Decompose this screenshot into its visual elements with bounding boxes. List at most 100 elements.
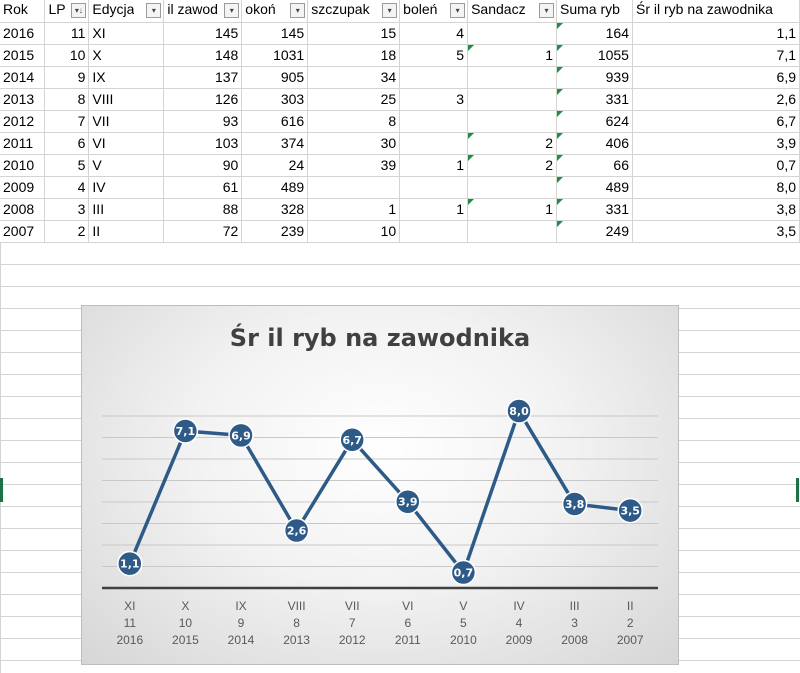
table-cell[interactable]: 905	[241, 66, 309, 89]
table-cell[interactable]: 303	[241, 88, 309, 111]
table-cell[interactable]	[467, 66, 558, 89]
table-cell[interactable]: 3,8	[632, 198, 800, 221]
table-cell[interactable]	[467, 176, 558, 199]
table-cell[interactable]: 1	[399, 154, 469, 177]
table-cell[interactable]: 3,5	[632, 220, 800, 243]
table-cell[interactable]: 1,1	[632, 22, 800, 45]
sort-desc-filter-icon[interactable]: ▾↓	[71, 3, 87, 18]
table-cell[interactable]: 10	[44, 44, 90, 67]
table-cell[interactable]: 148	[163, 44, 243, 67]
table-cell[interactable]	[307, 176, 401, 199]
header-lp[interactable]: LP ▾↓	[44, 0, 90, 23]
table-cell[interactable]: 66	[556, 154, 633, 177]
table-cell[interactable]: 1	[467, 198, 558, 221]
table-cell[interactable]: 15	[307, 22, 401, 45]
table-cell[interactable]: IV	[88, 176, 165, 199]
table-cell[interactable]: 2	[467, 132, 558, 155]
table-cell[interactable]: 616	[241, 110, 309, 133]
selection-handle-left[interactable]	[0, 478, 3, 502]
table-cell[interactable]: 2012	[0, 110, 46, 133]
table-cell[interactable]: 90	[163, 154, 243, 177]
table-cell[interactable]: 88	[163, 198, 243, 221]
table-cell[interactable]: 24	[241, 154, 309, 177]
table-cell[interactable]: II	[88, 220, 165, 243]
header-sandacz[interactable]: Sandacz ▾	[467, 0, 558, 23]
table-cell[interactable]: 249	[556, 220, 633, 243]
table-cell[interactable]	[399, 220, 469, 243]
table-cell[interactable]: 164	[556, 22, 633, 45]
table-cell[interactable]: 8	[307, 110, 401, 133]
dropdown-filter-icon[interactable]: ▾	[146, 3, 162, 18]
table-cell[interactable]: 406	[556, 132, 633, 155]
table-cell[interactable]	[467, 110, 558, 133]
line-chart[interactable]: Śr il ryb na zawodnika 1,1 7,1 6,9 2,6 6,7 3,…	[82, 306, 678, 664]
header-sr-il-ryb[interactable]: Śr il ryb na zawodnika	[632, 0, 800, 23]
table-cell[interactable]: 93	[163, 110, 243, 133]
table-cell[interactable]: III	[88, 198, 165, 221]
table-cell[interactable]: 7	[44, 110, 90, 133]
table-cell[interactable]: 239	[241, 220, 309, 243]
table-cell[interactable]: 4	[44, 176, 90, 199]
header-okon[interactable]: okoń ▾	[241, 0, 309, 23]
table-cell[interactable]: 331	[556, 198, 633, 221]
table-cell[interactable]: 6	[44, 132, 90, 155]
table-cell[interactable]: 2009	[0, 176, 46, 199]
table-cell[interactable]: 331	[556, 88, 633, 111]
table-cell[interactable]: 374	[241, 132, 309, 155]
table-cell[interactable]: 39	[307, 154, 401, 177]
data-table[interactable]: Rok LP ▾↓ Edycja ▾ il zawod ▾ okoń ▾ szczupa…	[0, 0, 800, 243]
table-cell[interactable]: 939	[556, 66, 633, 89]
table-cell[interactable]: X	[88, 44, 165, 67]
table-cell[interactable]: VIII	[88, 88, 165, 111]
table-cell[interactable]: 489	[241, 176, 309, 199]
table-cell[interactable]: 3	[399, 88, 469, 111]
table-cell[interactable]: 2014	[0, 66, 46, 89]
header-bolen[interactable]: boleń ▾	[399, 0, 469, 23]
table-cell[interactable]	[399, 132, 469, 155]
table-cell[interactable]: 30	[307, 132, 401, 155]
table-cell[interactable]: 137	[163, 66, 243, 89]
table-cell[interactable]: 11	[44, 22, 90, 45]
table-cell[interactable]: 489	[556, 176, 633, 199]
table-cell[interactable]: 2010	[0, 154, 46, 177]
table-cell[interactable]: 61	[163, 176, 243, 199]
table-cell[interactable]: 9	[44, 66, 90, 89]
table-cell[interactable]	[467, 88, 558, 111]
table-cell[interactable]: VI	[88, 132, 165, 155]
table-cell[interactable]: 2013	[0, 88, 46, 111]
table-cell[interactable]: 34	[307, 66, 401, 89]
table-cell[interactable]	[399, 110, 469, 133]
table-cell[interactable]: 72	[163, 220, 243, 243]
table-cell[interactable]: 2008	[0, 198, 46, 221]
table-cell[interactable]: 10	[307, 220, 401, 243]
dropdown-filter-icon[interactable]: ▾	[382, 3, 398, 18]
table-cell[interactable]: 1055	[556, 44, 633, 67]
table-cell[interactable]: 6,9	[632, 66, 800, 89]
table-cell[interactable]: 145	[163, 22, 243, 45]
table-cell[interactable]	[399, 176, 469, 199]
table-cell[interactable]: 0,7	[632, 154, 800, 177]
table-cell[interactable]: XI	[88, 22, 165, 45]
table-cell[interactable]: 3,9	[632, 132, 800, 155]
table-cell[interactable]: 8	[44, 88, 90, 111]
table-cell[interactable]	[467, 220, 558, 243]
table-cell[interactable]: 328	[241, 198, 309, 221]
table-cell[interactable]: 7,1	[632, 44, 800, 67]
header-il-zawod[interactable]: il zawod ▾	[163, 0, 243, 23]
table-cell[interactable]: 8,0	[632, 176, 800, 199]
header-szczupak[interactable]: szczupak ▾	[307, 0, 401, 23]
table-cell[interactable]: 1	[399, 198, 469, 221]
dropdown-filter-icon[interactable]: ▾	[450, 3, 466, 18]
table-cell[interactable]: 1031	[241, 44, 309, 67]
dropdown-filter-icon[interactable]: ▾	[539, 3, 555, 18]
table-cell[interactable]: 2	[467, 154, 558, 177]
table-cell[interactable]: 2	[44, 220, 90, 243]
dropdown-filter-icon[interactable]: ▾	[290, 3, 306, 18]
table-cell[interactable]	[467, 22, 558, 45]
table-cell[interactable]: 2,6	[632, 88, 800, 111]
table-cell[interactable]: 2015	[0, 44, 46, 67]
table-cell[interactable]	[399, 66, 469, 89]
dropdown-filter-icon[interactable]: ▾	[224, 3, 240, 18]
table-cell[interactable]: 624	[556, 110, 633, 133]
